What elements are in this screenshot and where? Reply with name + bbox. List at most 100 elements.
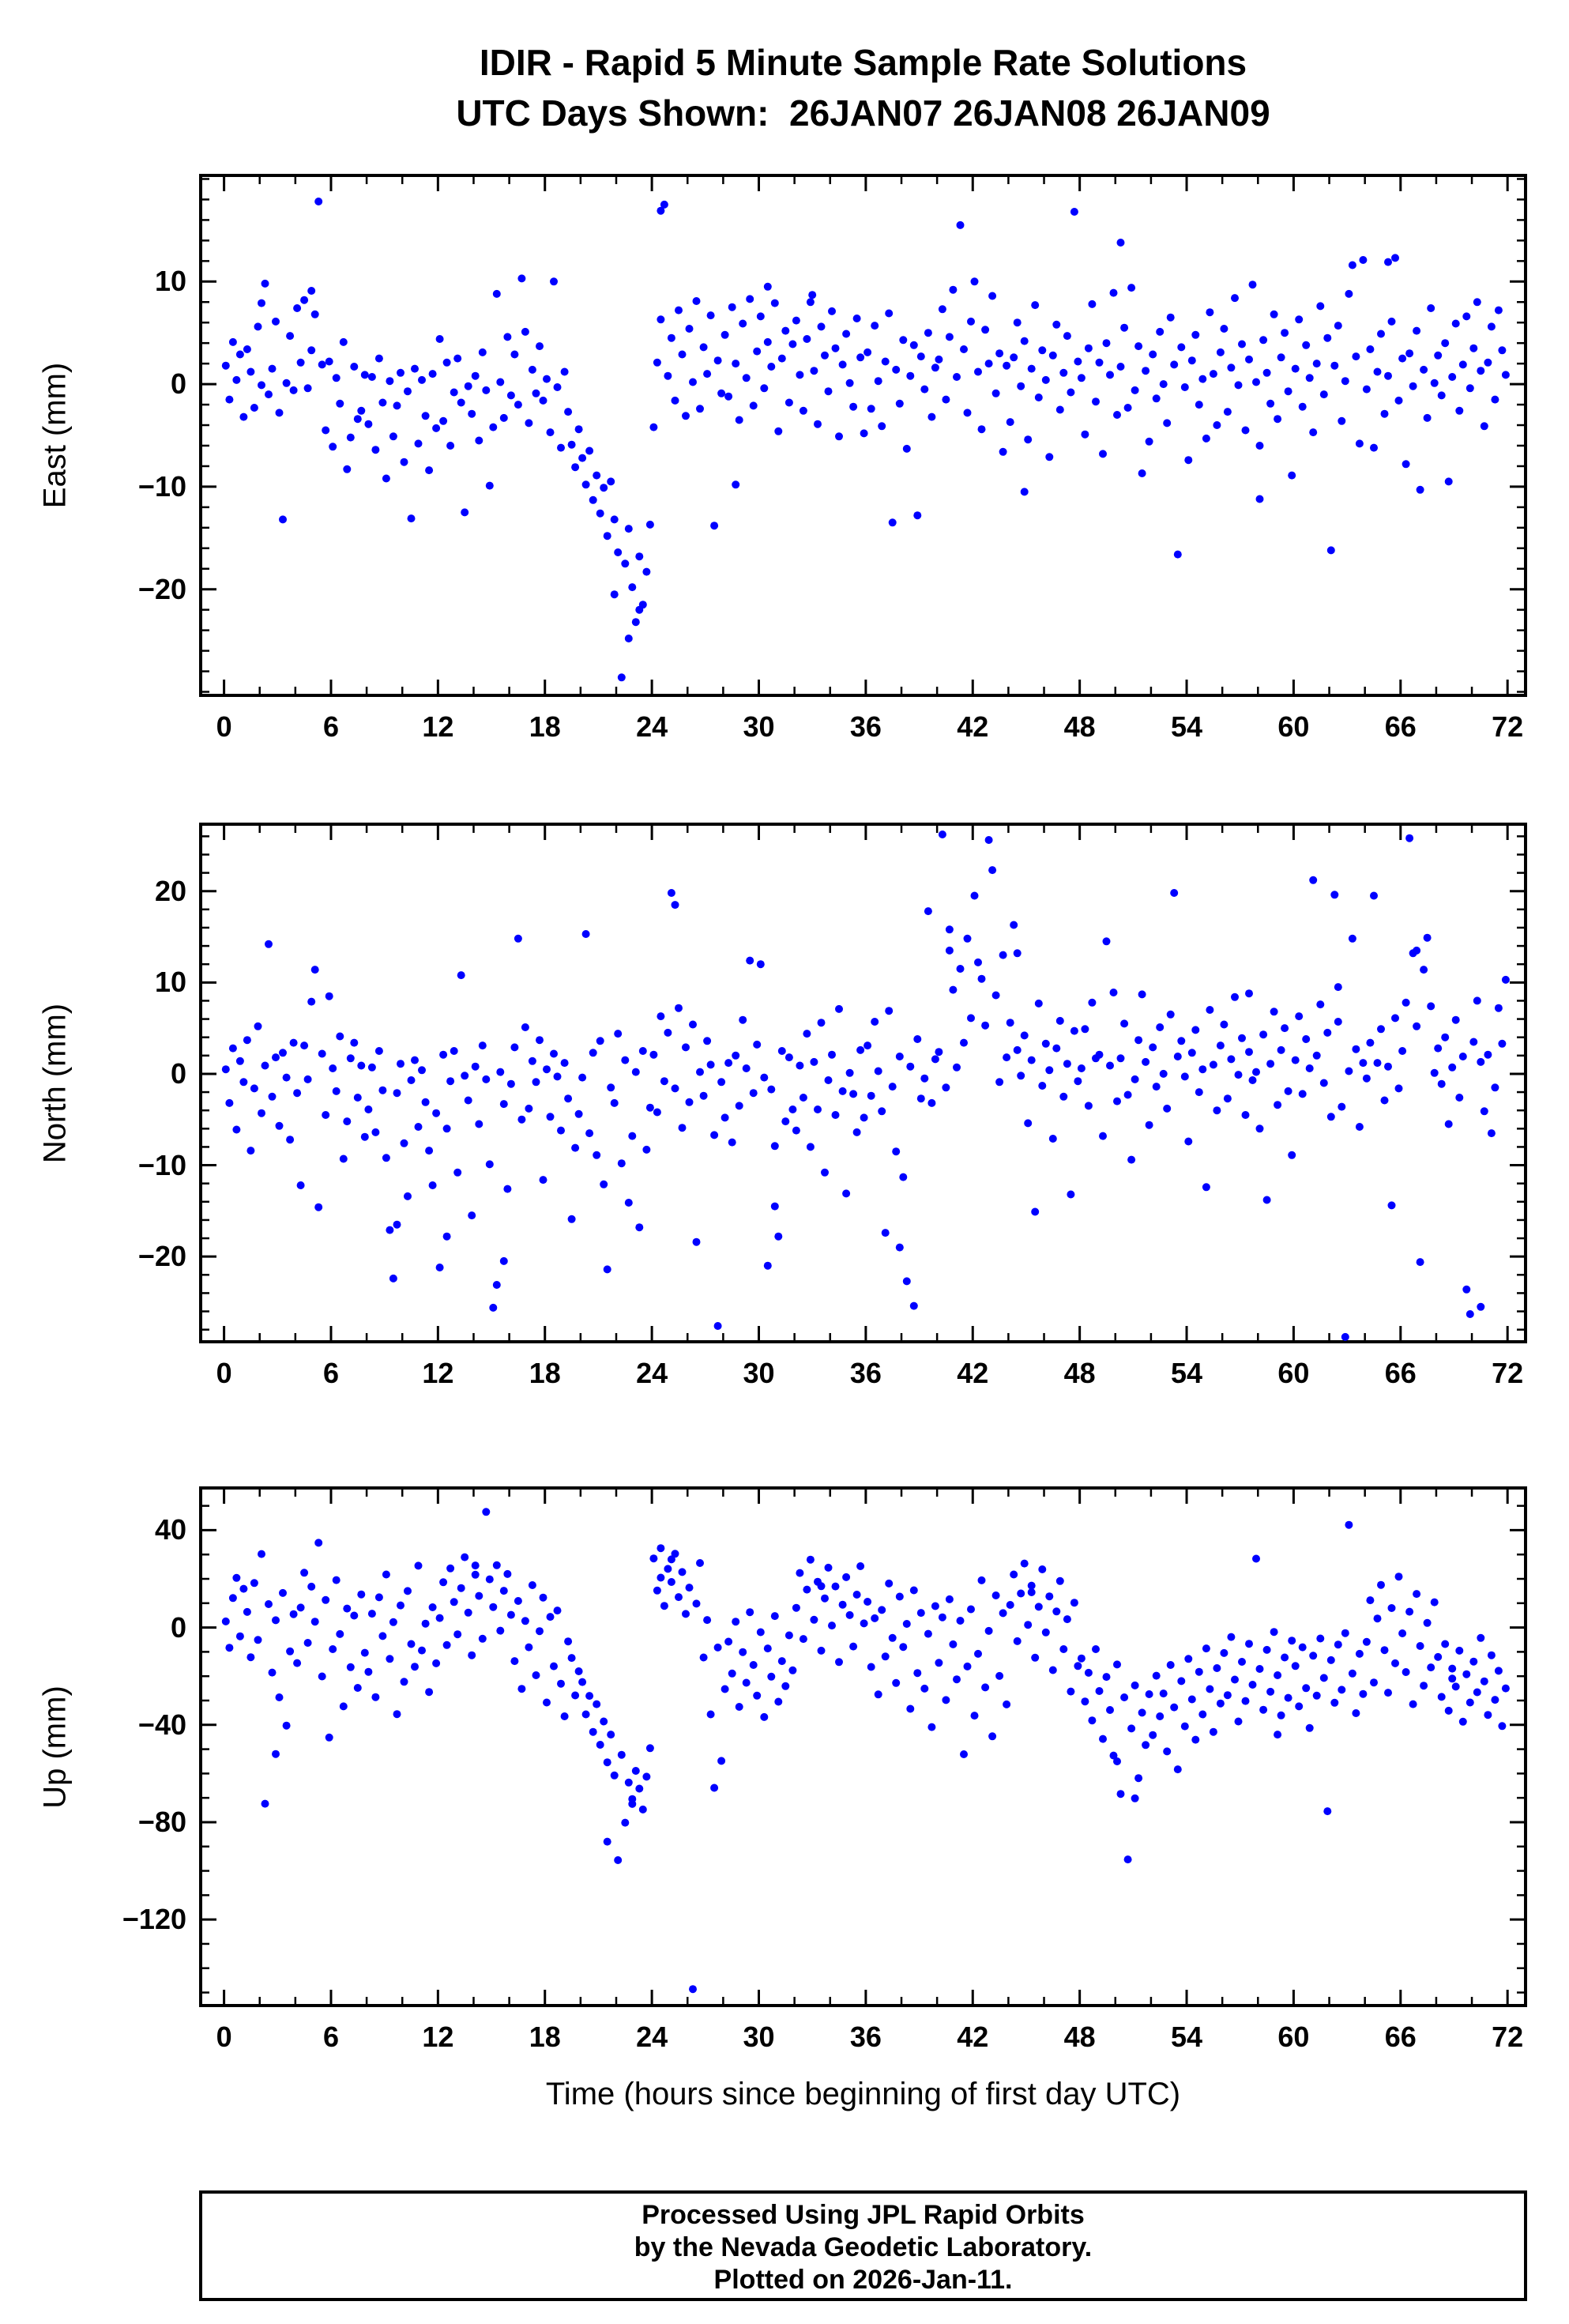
- data-point: [803, 1585, 811, 1594]
- data-point: [1298, 402, 1307, 411]
- data-point: [475, 1591, 483, 1600]
- data-point: [667, 1555, 675, 1564]
- data-point: [871, 322, 879, 330]
- data-point: [938, 305, 946, 314]
- data-point: [496, 1068, 505, 1076]
- data-point: [225, 1098, 234, 1107]
- data-point: [631, 1068, 640, 1076]
- data-point: [1262, 1196, 1271, 1204]
- data-point: [1491, 395, 1499, 404]
- data-point: [539, 1593, 547, 1602]
- data-point: [824, 387, 833, 396]
- x-axis-label: Time (hours since beginning of first day…: [545, 2077, 1181, 2111]
- x-tick-label: 18: [529, 2021, 561, 2053]
- data-point: [1159, 1069, 1168, 1078]
- data-point: [867, 1663, 875, 1671]
- data-point: [428, 370, 437, 379]
- data-point: [528, 1057, 536, 1065]
- data-point: [418, 375, 426, 384]
- data-point: [510, 1657, 519, 1666]
- data-point: [945, 333, 954, 341]
- data-point: [603, 532, 611, 541]
- footer-box: Processed Using JPL Rapid Orbits by the …: [199, 2190, 1527, 2301]
- data-point: [435, 335, 444, 343]
- data-point: [318, 1672, 326, 1681]
- x-tick-label: 36: [849, 2021, 882, 2053]
- data-point: [842, 1573, 851, 1581]
- data-point: [471, 371, 480, 380]
- data-point: [999, 1609, 1007, 1618]
- data-point: [931, 1602, 939, 1610]
- data-point: [1277, 1711, 1285, 1719]
- data-point: [856, 353, 865, 362]
- data-point: [1501, 1684, 1510, 1693]
- data-point: [574, 425, 583, 434]
- data-point: [845, 379, 854, 387]
- data-point: [810, 1615, 818, 1624]
- data-point: [1187, 356, 1196, 365]
- data-point: [685, 1584, 694, 1592]
- north-plot-area: [199, 823, 1527, 1343]
- data-point: [1477, 1302, 1485, 1311]
- data-point: [397, 1601, 404, 1610]
- data-point: [499, 1256, 508, 1265]
- data-point: [1380, 409, 1389, 418]
- data-point: [1138, 469, 1146, 477]
- data-point: [1184, 1655, 1193, 1663]
- data-point: [1245, 1640, 1253, 1648]
- data-point: [1195, 1667, 1203, 1676]
- data-point: [1480, 422, 1488, 431]
- east-plot-area: [199, 174, 1527, 697]
- data-point: [1484, 1711, 1492, 1719]
- data-point: [1220, 1020, 1228, 1029]
- data-point: [367, 373, 376, 381]
- x-tick-label: 72: [1492, 2021, 1524, 2053]
- data-point: [653, 1586, 661, 1595]
- data-point: [1409, 1700, 1417, 1708]
- data-point: [329, 1064, 337, 1072]
- data-point: [557, 443, 565, 452]
- data-point: [1462, 312, 1471, 321]
- y-tick-label: −10: [137, 1148, 186, 1181]
- data-point: [1088, 1716, 1097, 1725]
- data-point: [492, 1281, 501, 1289]
- data-point: [1095, 1687, 1104, 1695]
- data-point: [310, 1618, 319, 1626]
- data-point: [1206, 308, 1214, 317]
- x-tick-label: 30: [743, 1357, 775, 1389]
- data-point: [878, 1606, 886, 1614]
- data-point: [739, 319, 747, 328]
- data-point: [788, 1106, 797, 1113]
- x-tick-label: 54: [1171, 1357, 1203, 1389]
- data-point: [1245, 355, 1253, 363]
- data-point: [325, 992, 333, 1000]
- data-point: [475, 436, 483, 445]
- data-point: [788, 340, 797, 348]
- data-point: [974, 367, 982, 376]
- data-point: [360, 1132, 369, 1141]
- data-point: [631, 618, 640, 627]
- data-point: [546, 1613, 555, 1622]
- data-point: [974, 1649, 982, 1658]
- data-point: [310, 310, 319, 318]
- data-point: [1370, 443, 1378, 452]
- data-point: [1159, 1689, 1168, 1698]
- data-point: [1116, 239, 1125, 247]
- data-point: [581, 930, 590, 938]
- data-point: [1373, 1614, 1382, 1623]
- data-point: [770, 299, 779, 307]
- data-point: [464, 1608, 472, 1617]
- data-point: [696, 1559, 704, 1567]
- y-tick-label: −120: [122, 1903, 186, 1936]
- data-point: [799, 1635, 807, 1644]
- data-point: [596, 509, 604, 518]
- data-point: [1020, 1031, 1029, 1040]
- data-point: [753, 1691, 762, 1700]
- data-point: [386, 377, 394, 386]
- data-point: [817, 322, 826, 331]
- data-point: [1274, 1671, 1282, 1679]
- data-point: [956, 1617, 965, 1625]
- y-tick-label: 40: [154, 1513, 186, 1546]
- data-point: [770, 1202, 779, 1211]
- data-point: [528, 365, 536, 374]
